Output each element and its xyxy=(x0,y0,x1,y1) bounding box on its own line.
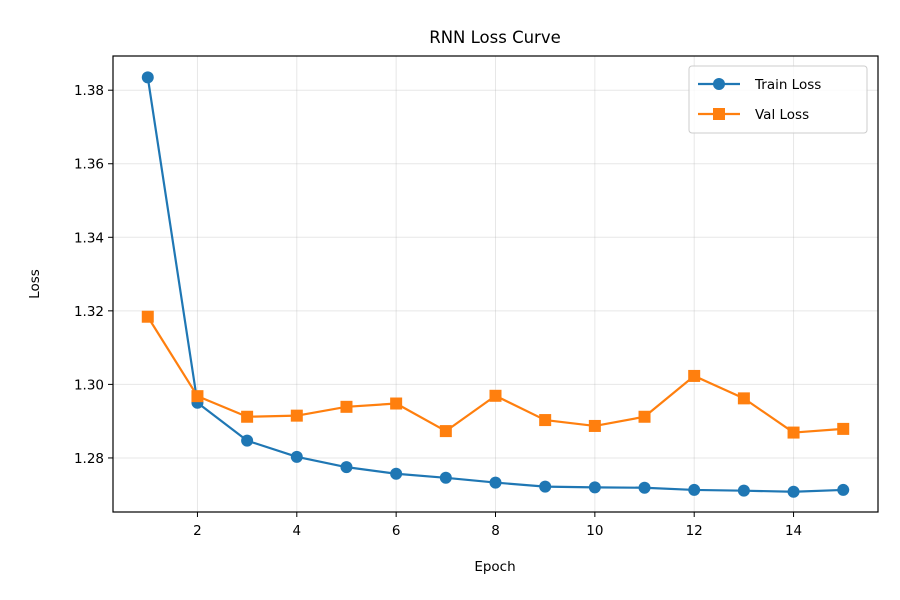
val-loss-point xyxy=(390,397,403,410)
legend-item-val-loss: Val Loss xyxy=(698,107,809,123)
x-tick-label: 8 xyxy=(491,523,500,539)
train-loss-point xyxy=(787,485,800,498)
y-tick-label: 1.34 xyxy=(74,230,104,246)
val-loss-point xyxy=(737,392,750,405)
train-loss-point xyxy=(737,484,750,497)
x-tick-label: 4 xyxy=(293,523,302,539)
val-loss-point xyxy=(837,422,850,435)
series-layer xyxy=(141,71,850,498)
legend-label: Train Loss xyxy=(754,77,821,93)
y-axis-label: Loss xyxy=(27,269,43,299)
grid-lines xyxy=(113,56,878,512)
train-loss-point xyxy=(340,461,353,474)
legend-swatch-marker xyxy=(713,108,725,120)
x-tick-label: 14 xyxy=(785,523,802,539)
legend-box xyxy=(688,65,868,134)
train-loss-point xyxy=(539,480,552,493)
train-loss-point xyxy=(688,483,701,496)
y-tick-label: 1.30 xyxy=(74,377,104,393)
legend-swatch-marker xyxy=(713,78,725,90)
train-loss-point xyxy=(290,450,303,463)
x-axis: 2 4 6 8 10 12 14 xyxy=(193,512,802,539)
legend: Train Loss Val Loss xyxy=(688,65,868,134)
val-loss-point xyxy=(638,410,651,423)
train-loss-point xyxy=(837,483,850,496)
train-loss-point xyxy=(141,71,154,84)
x-axis-label: Epoch xyxy=(474,559,515,575)
val-loss-point xyxy=(539,414,552,427)
y-tick-label: 1.38 xyxy=(74,83,104,99)
val-loss-point xyxy=(489,389,502,402)
val-loss-point xyxy=(588,419,601,432)
train-loss-point xyxy=(241,434,254,447)
y-tick-label: 1.28 xyxy=(74,451,104,467)
legend-item-train-loss: Train Loss xyxy=(698,77,821,93)
y-tick-label: 1.36 xyxy=(74,157,104,173)
val-loss-point xyxy=(340,400,353,413)
legend-label: Val Loss xyxy=(755,107,809,123)
y-tick-label: 1.32 xyxy=(74,304,104,320)
val-loss-point xyxy=(141,310,154,323)
train-loss-point xyxy=(588,481,601,494)
val-loss-point xyxy=(688,369,701,382)
y-axis: 1.28 1.30 1.32 1.34 1.36 1.38 xyxy=(74,83,113,467)
chart-title: RNN Loss Curve xyxy=(429,28,561,47)
train-loss-point xyxy=(489,476,502,489)
series-val-loss xyxy=(141,310,850,439)
val-loss-point xyxy=(290,409,303,422)
train-loss-point xyxy=(439,471,452,484)
x-tick-label: 6 xyxy=(392,523,401,539)
train-loss-point xyxy=(638,481,651,494)
train-loss-point xyxy=(390,467,403,480)
val-loss-point xyxy=(241,410,254,423)
x-tick-label: 2 xyxy=(193,523,202,539)
val-loss-point xyxy=(787,426,800,439)
val-loss-point xyxy=(439,425,452,438)
val-loss-point xyxy=(191,390,204,403)
series-train-loss xyxy=(141,71,850,498)
x-tick-label: 10 xyxy=(586,523,603,539)
x-tick-label: 12 xyxy=(686,523,703,539)
